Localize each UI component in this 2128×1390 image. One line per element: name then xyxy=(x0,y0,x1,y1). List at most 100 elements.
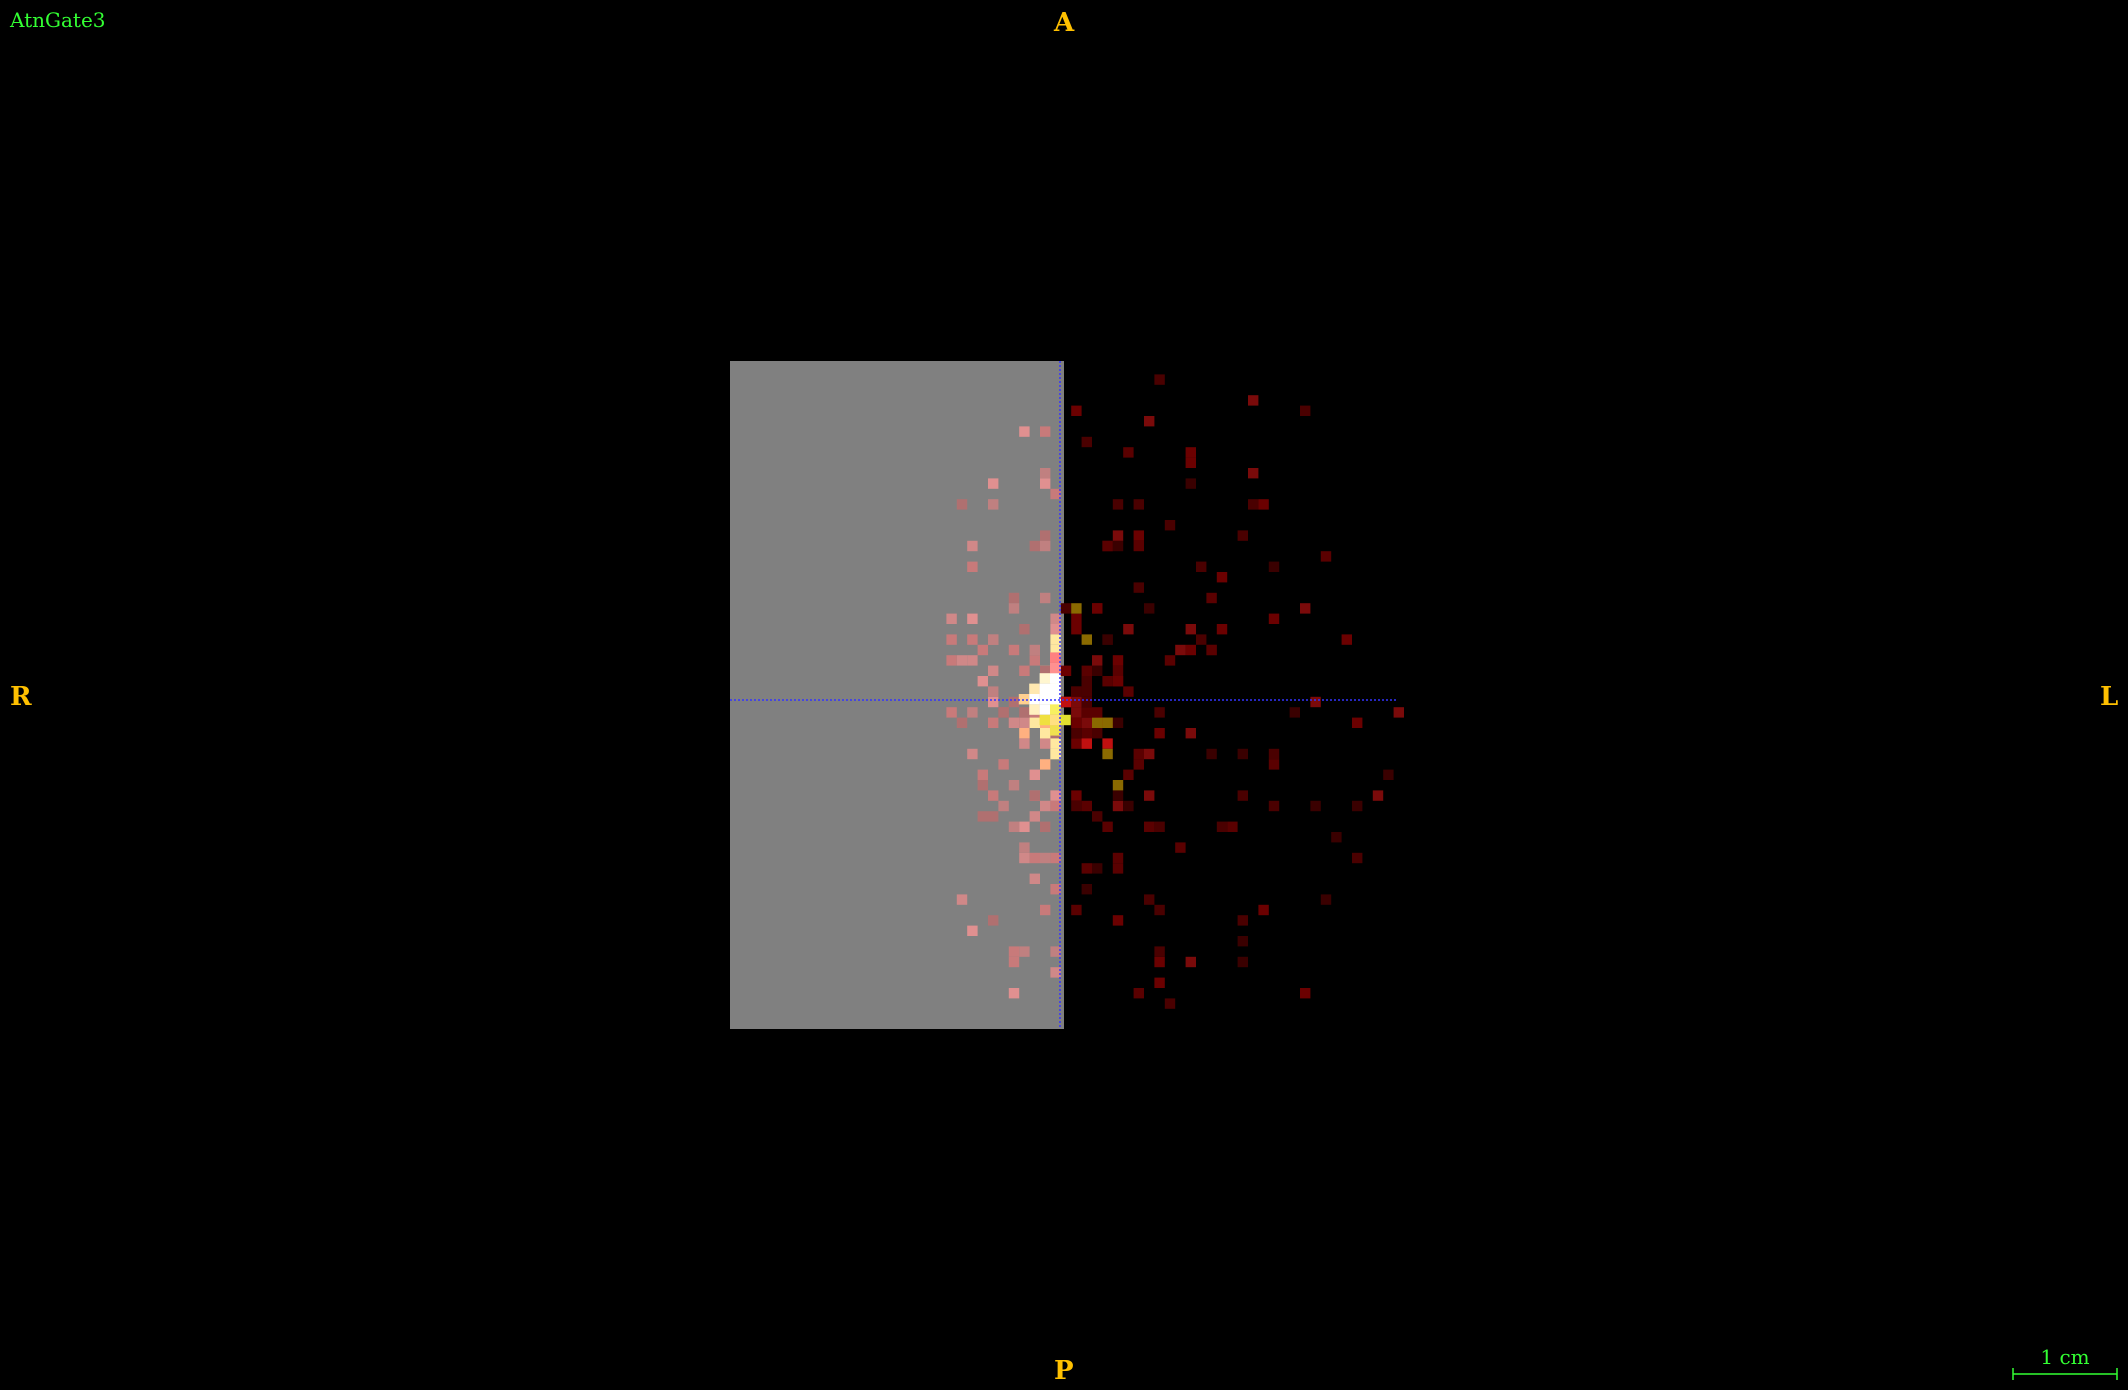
dose-voxel xyxy=(988,915,999,926)
dose-voxel xyxy=(998,707,1009,718)
dose-voxel xyxy=(967,707,978,718)
dose-voxel xyxy=(967,748,978,760)
dose-voxel xyxy=(946,634,957,645)
dose-voxel xyxy=(1008,956,1020,968)
dose-voxel xyxy=(1112,863,1124,874)
dose-voxel xyxy=(977,676,988,687)
dose-voxel xyxy=(1227,821,1238,832)
dose-voxel xyxy=(1268,748,1280,760)
dose-voxel xyxy=(1102,748,1113,760)
dose-voxel xyxy=(1154,374,1165,385)
dose-voxel xyxy=(1008,717,1020,728)
dose-voxel xyxy=(1050,694,1061,705)
dose-voxel xyxy=(1092,863,1103,874)
dose-voxel xyxy=(1123,800,1134,812)
dose-voxel xyxy=(1092,728,1103,739)
dose-voxel xyxy=(1008,780,1020,791)
dose-voxel xyxy=(1040,426,1051,437)
dose-voxel xyxy=(1237,936,1248,947)
dose-voxel xyxy=(1018,694,1030,705)
dose-voxel xyxy=(1040,728,1051,739)
dose-voxel xyxy=(1008,988,1020,999)
dose-voxel xyxy=(1081,884,1092,895)
dose-voxel xyxy=(1050,634,1061,645)
dose-voxel xyxy=(998,800,1009,812)
dose-voxel xyxy=(1196,634,1207,645)
dose-voxel xyxy=(988,811,999,822)
dose-voxel xyxy=(1144,790,1155,801)
dose-voxel xyxy=(1216,821,1228,832)
dose-voxel xyxy=(967,561,978,572)
dose-overlay xyxy=(946,374,1404,1009)
dose-voxel xyxy=(1040,738,1051,749)
dose-voxel xyxy=(1216,572,1228,583)
dose-voxel xyxy=(1185,447,1196,458)
dose-voxel xyxy=(1081,686,1092,697)
dose-voxel xyxy=(1185,728,1196,739)
dose-voxel xyxy=(1102,540,1113,552)
dose-voxel xyxy=(1050,704,1061,715)
dose-voxel xyxy=(1081,800,1092,812)
scale-bar-label: 1 cm xyxy=(2040,1345,2090,1369)
dose-voxel xyxy=(988,790,999,801)
dose-voxel xyxy=(1258,499,1269,510)
dose-voxel xyxy=(1060,714,1071,726)
dose-voxel xyxy=(1092,603,1103,614)
dose-voxel xyxy=(1008,696,1020,708)
dose-voxel xyxy=(1352,717,1363,728)
dose-voxel xyxy=(1029,683,1040,694)
dose-voxel xyxy=(1039,673,1050,684)
dose-voxel xyxy=(988,634,999,645)
dose-voxel xyxy=(1133,748,1144,760)
dose-voxel xyxy=(1154,707,1165,718)
dose-voxel xyxy=(1081,665,1092,676)
dose-voxel xyxy=(1154,946,1165,957)
dose-voxel xyxy=(1185,624,1196,635)
dose-voxel xyxy=(1268,561,1280,572)
dose-voxel xyxy=(1154,821,1165,832)
dose-voxel xyxy=(1237,956,1248,968)
dose-voxel xyxy=(967,613,978,624)
dose-voxel xyxy=(1019,852,1030,864)
dose-voxel xyxy=(1019,728,1030,739)
dose-voxel xyxy=(1258,904,1269,916)
dose-voxel xyxy=(1071,738,1082,749)
dose-voxel xyxy=(1206,592,1217,604)
dose-voxel xyxy=(1071,405,1082,416)
dose-voxel xyxy=(1040,665,1051,676)
dose-voxel xyxy=(1071,800,1082,812)
dose-voxel xyxy=(1050,800,1061,812)
dose-voxel xyxy=(1112,499,1124,510)
dose-voxel xyxy=(1206,644,1217,656)
dose-voxel xyxy=(1289,707,1300,718)
dose-voxel xyxy=(1248,468,1259,479)
dose-voxel xyxy=(1040,592,1051,604)
dose-voxel xyxy=(1112,540,1124,552)
crosshair-icon[interactable] xyxy=(730,361,1396,1029)
layer-name-label: AtnGate3 xyxy=(10,8,106,32)
dose-voxel xyxy=(1050,624,1061,635)
dose-voxel xyxy=(967,540,978,552)
dose-voxel xyxy=(1019,665,1030,676)
dose-voxel xyxy=(1248,499,1259,510)
dose-voxel xyxy=(1060,603,1072,614)
dose-voxel xyxy=(1133,530,1144,541)
dose-voxel xyxy=(1081,707,1092,718)
dose-voxel xyxy=(1133,499,1144,510)
dose-voxel xyxy=(1008,644,1020,656)
dose-voxel xyxy=(1029,655,1040,666)
dose-voxel xyxy=(977,811,988,822)
dose-voxel xyxy=(1019,821,1030,832)
dose-voxel xyxy=(1144,416,1155,427)
dose-voxel xyxy=(1237,530,1248,541)
dose-voxel xyxy=(1039,683,1050,694)
dose-voxel xyxy=(1050,662,1061,674)
dose-voxel xyxy=(1092,655,1103,666)
dose-voxel xyxy=(1050,790,1061,801)
dose-voxel xyxy=(1133,582,1144,593)
dose-voxel xyxy=(1029,790,1040,801)
dose-voxel xyxy=(1144,894,1155,905)
dose-voxel xyxy=(1164,655,1176,666)
